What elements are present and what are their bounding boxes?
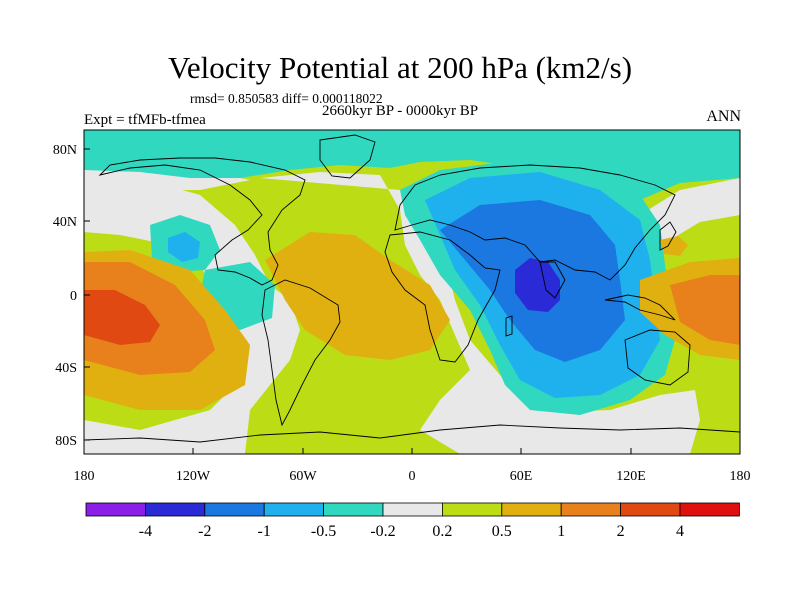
coastlines	[84, 134, 740, 443]
colorbar-label: -0.5	[311, 523, 336, 540]
longitude-labels: 180 120W 60W 0 60E 120E 180	[74, 469, 751, 484]
coastline-australia	[624, 329, 691, 386]
colorbar-label: -2	[198, 523, 211, 540]
latitude-labels: 80N 40N 0 40S 80S	[53, 143, 77, 449]
colorbar-swatch	[204, 502, 265, 517]
colorbar: -4 -2 -1 -0.5 -0.2 0.2 0.5 1 2 4	[85, 502, 740, 540]
colorbar-labels: -4 -2 -1 -0.5 -0.2 0.2 0.5 1 2 4	[139, 523, 684, 540]
lon-label-60w: 60W	[289, 469, 317, 484]
field-orange-west-pacific	[670, 275, 740, 345]
lon-label-180-west: 180	[74, 469, 95, 484]
colorbar-swatch	[441, 502, 503, 517]
coastline-antarctica	[84, 424, 740, 443]
field-teal-arctic	[84, 130, 740, 200]
season-label: ANN	[706, 108, 741, 125]
lon-label-60e: 60E	[510, 469, 533, 484]
coastline-japan	[659, 221, 677, 251]
colorbar-label: 4	[676, 523, 684, 540]
colorbar-label: 0.5	[492, 523, 512, 540]
lon-label-180-east: 180	[730, 469, 751, 484]
field-gold-atlantic	[265, 232, 450, 360]
coastline-india	[539, 261, 566, 299]
colorbar-label: -1	[258, 523, 271, 540]
colorbar-swatch	[144, 502, 206, 517]
colorbar-swatch	[382, 502, 443, 517]
experiment-label: Expt = tfMFb-tfmea	[84, 112, 206, 128]
colorbar-label: 1	[557, 523, 565, 540]
lat-label-80n: 80N	[53, 143, 77, 158]
lon-label-0: 0	[409, 469, 416, 484]
colorbar-label: -4	[139, 523, 152, 540]
field-gold-small-nwp	[660, 236, 688, 256]
colorbar-swatch	[679, 502, 740, 517]
plot-title: Velocity Potential at 200 hPa (km2/s)	[167, 50, 633, 85]
velocity-potential-field	[84, 130, 740, 454]
field-dark-blue-core	[515, 258, 560, 312]
lat-label-40n: 40N	[53, 215, 77, 230]
field-gray-pacific	[84, 175, 300, 454]
coastline-south-america	[261, 279, 341, 427]
lat-label-40s: 40S	[55, 361, 77, 376]
field-gray-atlantic	[260, 172, 700, 454]
axis-ticks	[83, 148, 741, 454]
coastline-north-america	[98, 157, 306, 286]
rmsd-diff-stats: rmsd= 0.850583 diff= 0.000118022	[190, 91, 383, 106]
colorbar-swatch	[620, 502, 681, 517]
colorbar-swatch	[323, 502, 384, 517]
coastline-madagascar	[505, 315, 513, 337]
period-label: 2660kyr BP - 0000kyr BP	[322, 103, 479, 119]
lon-label-120e: 120E	[616, 469, 646, 484]
colorbar-label: 0.2	[432, 523, 452, 540]
colorbar-swatches	[85, 502, 740, 517]
lon-label-120w: 120W	[176, 469, 211, 484]
coastline-africa	[384, 231, 501, 363]
coastline-eurasia	[394, 164, 676, 281]
field-red-orange-pacific	[84, 290, 160, 345]
coastline-maritime-continent	[604, 294, 676, 321]
colorbar-swatch	[263, 502, 325, 517]
lat-label-0: 0	[70, 289, 77, 304]
lat-label-80s: 80S	[55, 434, 77, 449]
colorbar-swatch	[501, 502, 562, 517]
field-light-blue-east-pacific	[168, 232, 200, 262]
colorbar-swatch	[85, 502, 146, 517]
colorbar-label: 2	[617, 523, 625, 540]
colorbar-swatch	[560, 502, 622, 517]
colorbar-label: -0.2	[370, 523, 395, 540]
coastline-greenland	[319, 134, 376, 179]
